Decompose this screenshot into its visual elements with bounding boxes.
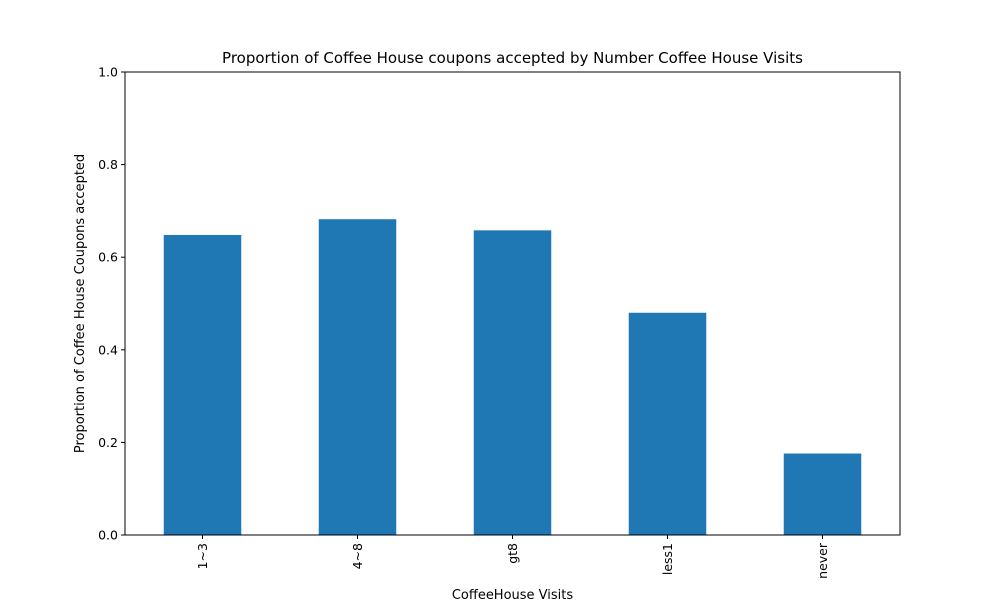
y-tick-label-0: 0.0 bbox=[98, 528, 118, 543]
bar-0 bbox=[163, 234, 242, 535]
y-tick-label-5: 1.0 bbox=[98, 65, 118, 80]
x-tick-label-1: 4~8 bbox=[350, 543, 365, 569]
x-tick-label-0: 1~3 bbox=[195, 543, 210, 569]
plot-frame bbox=[124, 71, 901, 536]
y-axis: 0.0 0.2 0.4 0.6 0.8 1.0 bbox=[98, 65, 125, 543]
y-axis-label: Proportion of Coffee House Coupons accep… bbox=[73, 154, 88, 453]
y-tick-label-2: 0.4 bbox=[98, 342, 118, 357]
y-tick-label-3: 0.6 bbox=[98, 250, 118, 265]
bars-group bbox=[163, 219, 862, 535]
x-axis: 1~3 4~8 gt8 less1 never bbox=[195, 535, 830, 579]
bar-2 bbox=[473, 230, 552, 535]
bar-1 bbox=[318, 219, 397, 535]
x-tick-label-4: never bbox=[815, 542, 830, 579]
chart-title: Proportion of Coffee House coupons accep… bbox=[222, 49, 803, 67]
y-tick-label-4: 0.8 bbox=[98, 157, 118, 172]
bar-3 bbox=[628, 312, 707, 535]
bar-4 bbox=[783, 453, 862, 535]
y-tick-label-1: 0.2 bbox=[98, 435, 118, 450]
x-axis-label: CoffeeHouse Visits bbox=[452, 588, 574, 600]
x-tick-label-2: gt8 bbox=[505, 543, 520, 564]
x-tick-label-3: less1 bbox=[660, 543, 675, 575]
